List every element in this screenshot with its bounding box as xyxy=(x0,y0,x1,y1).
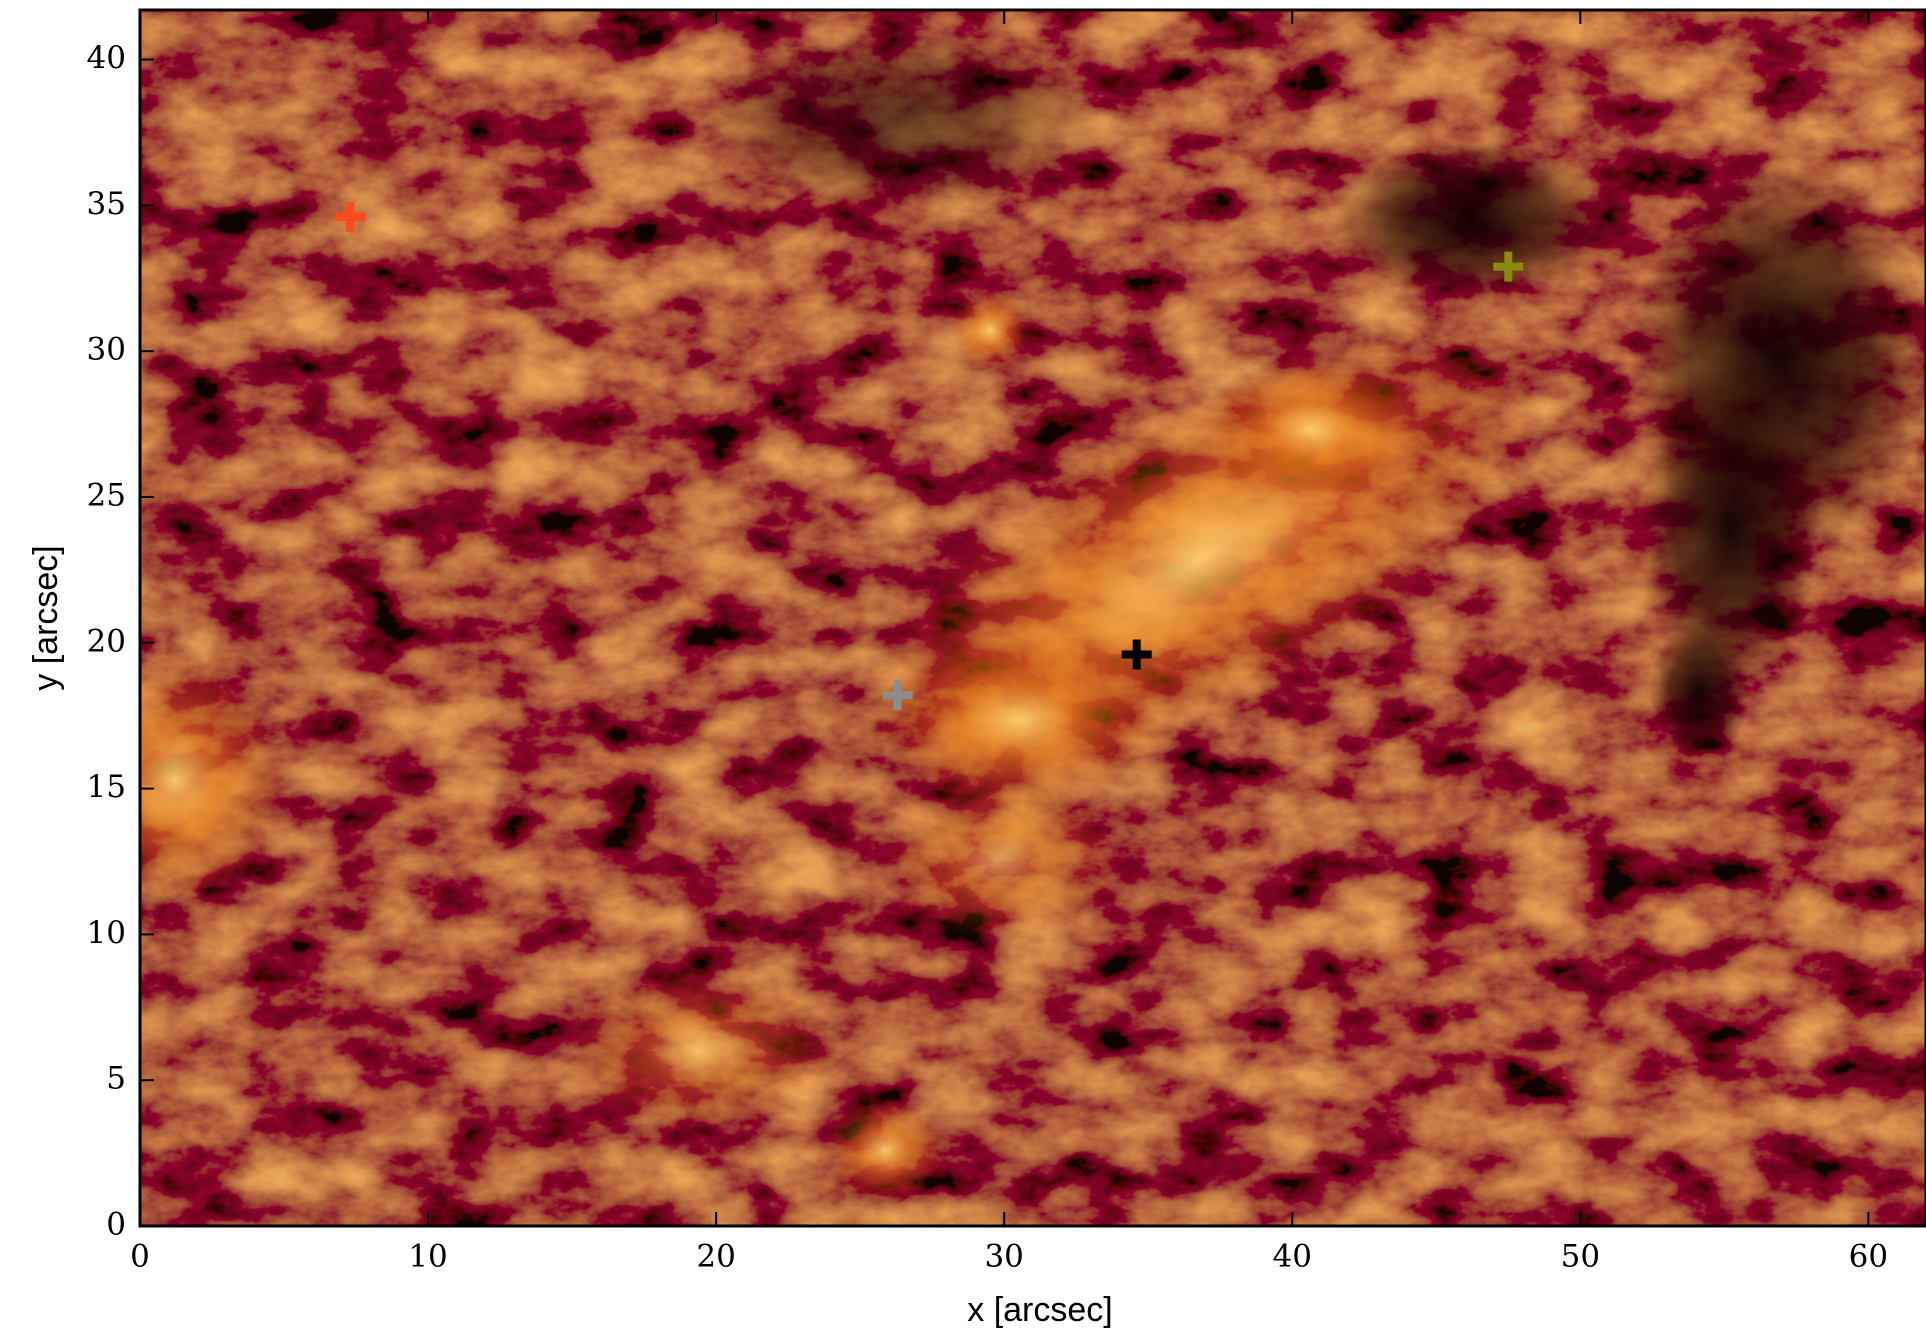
x-tick-label: 10 xyxy=(408,1239,447,1275)
y-tick-label: 40 xyxy=(87,40,126,76)
x-tick-label: 60 xyxy=(1849,1239,1888,1275)
x-tick-label: 30 xyxy=(984,1239,1023,1275)
x-tick-label: 40 xyxy=(1273,1239,1312,1275)
y-tick-label: 35 xyxy=(87,186,126,222)
y-tick-label: 30 xyxy=(87,332,126,368)
x-axis-label: x [arcsec] xyxy=(967,1291,1112,1329)
y-tick-label: 20 xyxy=(87,623,126,659)
x-tick-label: 20 xyxy=(696,1239,735,1275)
solar-image xyxy=(65,10,1926,1226)
y-tick-label: 0 xyxy=(106,1207,126,1243)
x-tick-label: 50 xyxy=(1561,1239,1600,1275)
page: x [arcsec] y [arcsec] 0 10 20 30 40 50 60 0 5 10 1… xyxy=(0,0,1926,1337)
y-tick-label: 25 xyxy=(87,477,126,513)
y-tick-label: 5 xyxy=(106,1061,126,1097)
y-axis-label: y [arcsec] xyxy=(27,545,65,690)
x-tick-label: 0 xyxy=(130,1239,150,1275)
y-tick-label: 10 xyxy=(87,915,126,951)
y-tick-label: 15 xyxy=(87,769,126,805)
chart: x [arcsec] y [arcsec] 0 10 20 30 40 50 60 0 5 10 1… xyxy=(0,0,1926,1337)
